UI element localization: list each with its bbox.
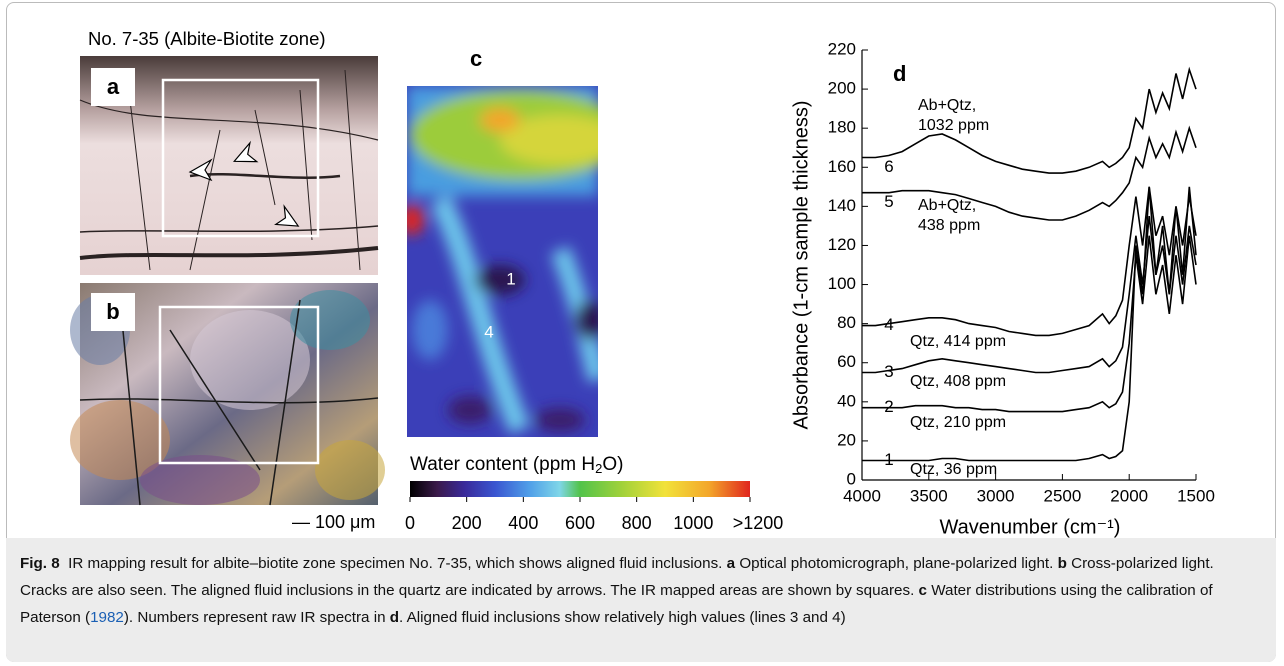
citation-link[interactable]: 1982 <box>90 609 124 626</box>
caption-text: . Aligned fluid inclusions show relative… <box>399 609 846 626</box>
x-tick-label: 3500 <box>910 486 948 505</box>
mapped-area <box>158 305 320 465</box>
colorbar-title-text: Water content (ppm H <box>410 454 595 475</box>
caption-text: ). Numbers represent raw IR spectra in <box>123 609 386 626</box>
spectrum-annotation: Ab+Qtz, <box>918 197 976 214</box>
colorbar-tick-label: 400 <box>508 513 538 533</box>
colorbar-title: Water content (ppm H2O) <box>410 454 623 476</box>
series-label: 6 <box>884 157 893 176</box>
scale-bar: — 100 μm <box>292 512 375 532</box>
caption-text: Optical photomicrograph, plane-polarized… <box>739 555 1054 572</box>
panel-label: a <box>107 74 120 99</box>
spectrum-annotation: 438 ppm <box>918 217 980 234</box>
label-box <box>91 293 135 331</box>
spectrum-line <box>862 186 1197 337</box>
map-point-label: 1 <box>506 269 515 288</box>
y-tick-label: 200 <box>828 79 856 98</box>
x-tick-label: 2000 <box>1110 486 1148 505</box>
map-point-label: 5 <box>721 147 730 166</box>
series-label: 2 <box>884 397 893 416</box>
colorbar-title-end: O) <box>602 454 623 475</box>
spectrum-annotation: Qtz, 408 ppm <box>910 373 1006 390</box>
series-label: 5 <box>884 192 893 211</box>
caption-key: a <box>726 555 736 572</box>
caption-key: b <box>1057 555 1067 572</box>
caption-text: IR mapping result for albite–biotite zon… <box>68 555 723 572</box>
spectrum-annotation: 1032 ppm <box>918 117 989 134</box>
y-tick-label: 180 <box>828 118 856 137</box>
colorbar-tick-label: 200 <box>452 513 482 533</box>
y-tick-label: 220 <box>828 39 856 58</box>
spectrum-annotation: Qtz, 36 ppm <box>910 461 997 478</box>
spectrum-line <box>862 125 1197 221</box>
x-tick-label: 4000 <box>843 486 881 505</box>
colorbar-tick-label: 0 <box>405 513 415 533</box>
panel-label: d <box>893 61 906 86</box>
arrows <box>188 140 300 227</box>
caption-text: Water distributions using the calibratio… <box>20 582 1213 626</box>
y-tick-label: 100 <box>828 274 856 293</box>
colorbar-tick-label: >1200 <box>733 513 784 533</box>
y-tick-label: 0 <box>847 469 856 488</box>
fig-label: Fig. 8 <box>20 555 60 572</box>
caption: Fig. 8 IR mapping result for albite–biot… <box>6 538 1276 662</box>
y-tick-label: 20 <box>837 430 856 449</box>
series-label: 1 <box>884 450 893 469</box>
caption-key: d <box>389 609 400 626</box>
colorbar-title-sub: 2 <box>595 461 602 476</box>
panel-label: c <box>470 46 482 71</box>
y-tick-label: 140 <box>828 196 856 215</box>
panel-title: No. 7-35 (Albite-Biotite zone) <box>88 28 326 49</box>
mapped-area <box>161 78 320 238</box>
spectrum-annotation: Qtz, 414 ppm <box>910 333 1006 350</box>
series-label: 3 <box>884 362 893 381</box>
water-map <box>407 86 598 437</box>
spectrum-line <box>862 186 1197 462</box>
y-axis-label: Absorbance (1-cm sample thickness) <box>790 100 812 429</box>
x-tick-label: 2500 <box>1043 486 1081 505</box>
series-label: 4 <box>884 315 893 334</box>
spectrum-annotation: Ab+Qtz, <box>918 97 976 114</box>
map-point-label: 3 <box>707 311 716 330</box>
y-tick-label: 80 <box>837 313 856 332</box>
label-box <box>91 68 135 106</box>
spectrum-annotation: Qtz, 210 ppm <box>910 414 1006 431</box>
caption-text: Cross-polarized light. Cracks are also s… <box>20 555 1214 599</box>
y-tick-label: 60 <box>837 352 856 371</box>
y-tick-label: 40 <box>837 391 856 410</box>
y-tick-label: 160 <box>828 157 856 176</box>
crystal-colors <box>70 290 385 505</box>
spectrum-line <box>862 235 1197 413</box>
map-point-label: 4 <box>484 322 493 341</box>
colorbar-tick-label: 800 <box>622 513 652 533</box>
spectrum-line <box>862 66 1197 174</box>
panel-label: b <box>106 299 119 324</box>
y-tick-label: 120 <box>828 235 856 254</box>
map-point-label: 6 <box>603 134 612 153</box>
spectrum-line <box>862 216 1197 374</box>
x-tick-label: 1500 <box>1177 486 1215 505</box>
caption-key: c <box>918 582 927 599</box>
colorbar <box>410 481 750 497</box>
colorbar-tick-label: 1000 <box>673 513 713 533</box>
x-tick-label: 3000 <box>977 486 1015 505</box>
colorbar-tick-label: 600 <box>565 513 595 533</box>
map-point-label: 2 <box>625 322 634 341</box>
cracks <box>79 299 379 506</box>
figure: No. 7-35 (Albite-Biotite zone) a b — 100… <box>70 28 1215 538</box>
x-axis-label: Wavenumber (cm⁻¹) <box>940 516 1121 538</box>
